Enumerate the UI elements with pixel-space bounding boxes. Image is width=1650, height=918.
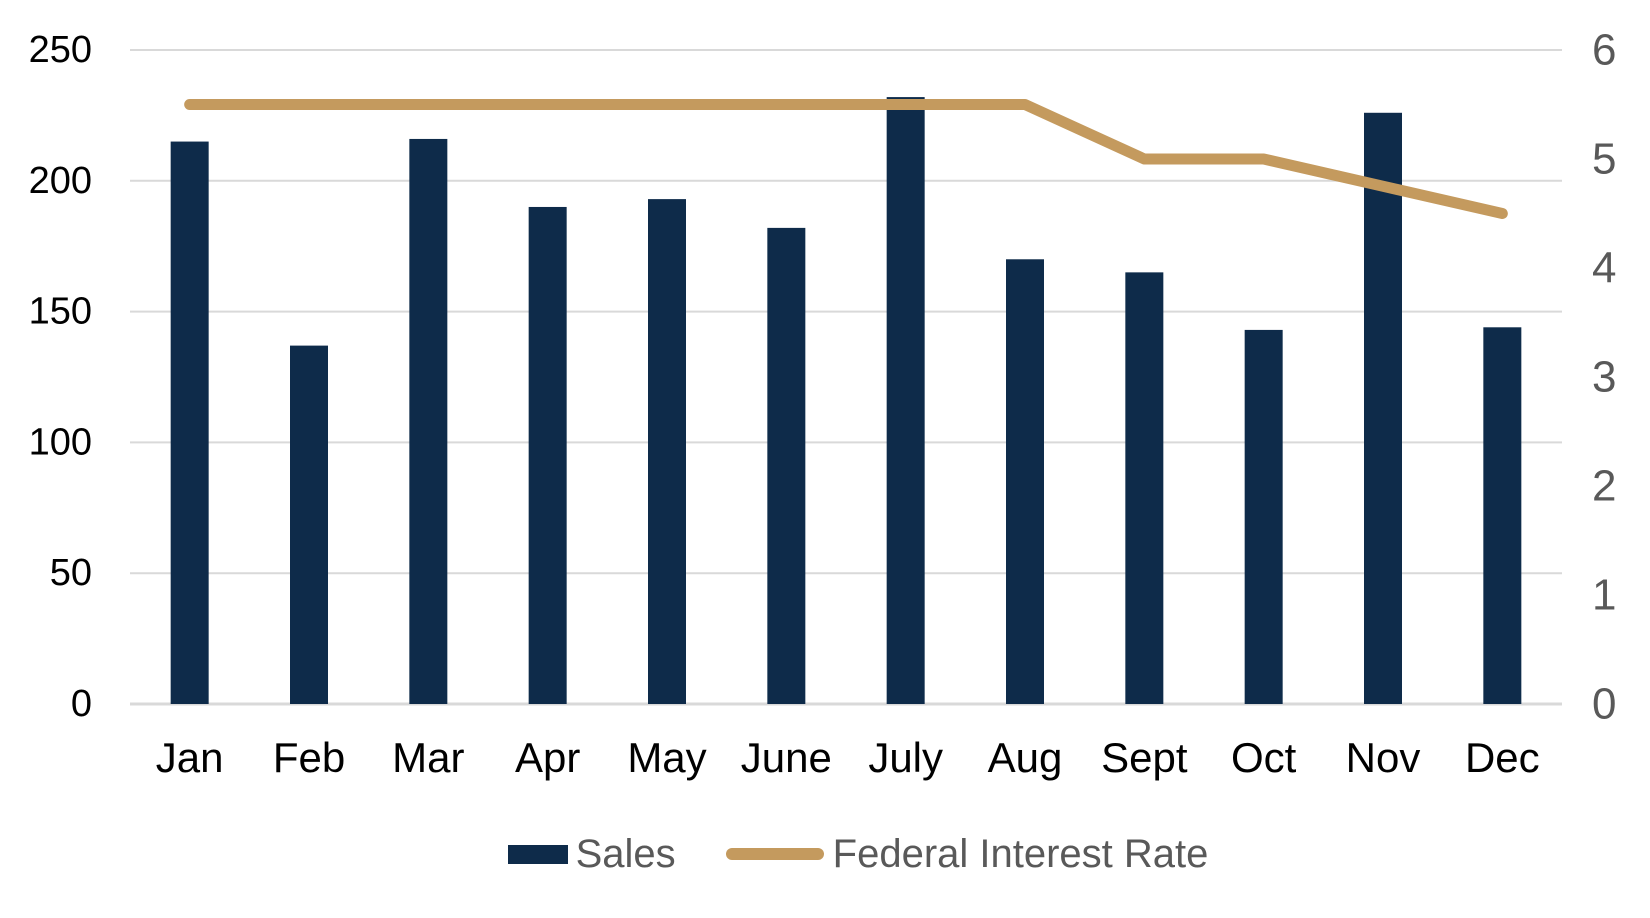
bar-oct <box>1244 329 1283 704</box>
right-axis-tick-label: 5 <box>1592 135 1616 184</box>
right-axis-tick-label: 3 <box>1592 353 1616 402</box>
federal-interest-rate-line-swatch-icon <box>725 848 824 860</box>
bar-sept <box>1125 272 1164 704</box>
legend-item-sales: Sales <box>507 832 676 876</box>
bar-mar <box>409 138 448 705</box>
chart-legend: Sales Federal Interest Rate <box>33 822 1650 886</box>
x-axis-category-label: Mar <box>392 734 464 781</box>
x-axis-category-label: Aug <box>988 734 1063 781</box>
left-axis-tick-label: 250 <box>29 29 92 71</box>
legend-label-sales: Sales <box>575 832 676 876</box>
x-axis-category-label: Oct <box>1231 734 1297 781</box>
bar-june <box>767 227 806 704</box>
x-axis-category-label: July <box>868 734 943 781</box>
left-axis-tick-label: 0 <box>71 683 92 725</box>
sales-bar-swatch-icon <box>507 844 568 864</box>
bar-apr <box>528 206 567 704</box>
right-axis-tick-label: 2 <box>1592 462 1616 511</box>
left-axis-tick-label: 150 <box>29 291 92 333</box>
bar-aug <box>1006 259 1044 704</box>
left-axis-tick-label: 200 <box>29 160 92 202</box>
x-axis-category-label: May <box>627 734 706 781</box>
x-axis-category-label: June <box>741 734 832 781</box>
legend-label-federal-interest-rate: Federal Interest Rate <box>832 832 1209 876</box>
left-axis-tick-label: 50 <box>50 552 92 594</box>
bar-nov <box>1364 112 1402 704</box>
x-axis-category-label: Feb <box>273 734 345 781</box>
federal-interest-rate-line <box>184 99 1508 219</box>
bar-may <box>648 199 686 704</box>
legend-item-federal-interest-rate: Federal Interest Rate <box>725 832 1209 876</box>
right-axis-tick-label: 4 <box>1592 244 1616 293</box>
x-axis-category-label: Nov <box>1346 734 1421 781</box>
right-axis-tick-label: 6 <box>1592 26 1616 75</box>
left-axis-tick-label: 100 <box>29 421 92 463</box>
bar-jan <box>170 141 209 704</box>
x-axis-category-label: Sept <box>1101 734 1188 781</box>
right-axis-tick-label: 0 <box>1592 680 1616 729</box>
chart-plot-area: 0 50 100 150 200 250 0 1 2 3 4 5 6 Jan Feb Mar Apr May Jun… <box>29 26 1617 782</box>
x-axis-category-label: Dec <box>1465 734 1540 781</box>
x-axis-category-label: Jan <box>156 734 224 781</box>
bar-dec <box>1483 327 1522 704</box>
bar-july <box>886 97 925 704</box>
right-axis-tick-label: 1 <box>1592 571 1616 620</box>
bar-feb <box>290 345 328 704</box>
x-axis-category-label: Apr <box>515 734 580 781</box>
